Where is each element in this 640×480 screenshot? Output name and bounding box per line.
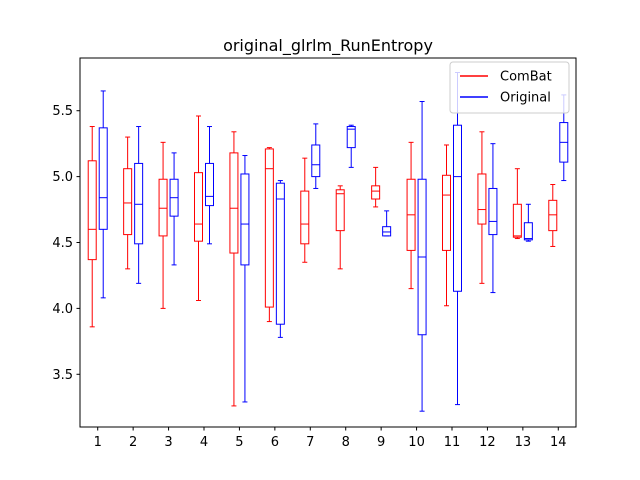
box-original-5	[240, 155, 250, 403]
box-combat-9	[371, 166, 381, 208]
x-tick-label: 10	[408, 435, 425, 450]
box-body	[548, 199, 558, 232]
box-body	[275, 182, 285, 325]
x-tick-label: 14	[550, 435, 567, 450]
box-combat-5	[229, 131, 239, 407]
x-tick-label: 2	[129, 435, 137, 450]
box-body	[477, 173, 487, 225]
box-combat-3	[158, 141, 168, 309]
y-tick-label: 5.5	[52, 104, 73, 119]
x-tick-label: 5	[235, 435, 243, 450]
box-combat-2	[123, 136, 133, 270]
box-body	[442, 174, 451, 251]
y-tick-label: 4.5	[52, 236, 73, 251]
box-combat-10	[406, 141, 416, 290]
box-original-12	[488, 143, 498, 294]
box-body	[194, 172, 203, 242]
box-body	[123, 168, 133, 236]
box-combat-7	[300, 157, 310, 263]
box-body	[205, 162, 214, 207]
box-combat-1	[87, 126, 97, 328]
box-body	[382, 226, 392, 237]
x-tick-label: 4	[200, 435, 208, 450]
box-body	[134, 162, 144, 245]
legend-box	[449, 61, 570, 114]
legend: ComBat Original	[449, 61, 570, 114]
box-original-9	[382, 210, 392, 237]
box-combat-14	[548, 184, 558, 247]
box-combat-13	[512, 168, 522, 240]
box-original-3	[169, 152, 179, 266]
box-body	[229, 152, 239, 254]
box-combat-8	[335, 185, 345, 270]
y-tick-label: 3.5	[52, 368, 73, 383]
chart-axes: 3.54.04.55.05.51 2 3 4 5 6 7 8 9 10 11 12 13 14	[52, 104, 566, 450]
box-original-10	[417, 100, 427, 412]
x-tick-label: 6	[271, 435, 279, 450]
x-tick-label: 3	[164, 435, 172, 450]
box-body	[488, 187, 498, 236]
box-combat-12	[477, 131, 487, 284]
box-body	[453, 124, 462, 292]
legend-label-combat: ComBat	[500, 70, 552, 85]
x-tick-label: 11	[444, 435, 461, 450]
box-body	[300, 190, 310, 245]
box-combat-6	[264, 147, 274, 323]
box-original-8	[346, 124, 356, 168]
box-body	[240, 173, 250, 266]
box-body	[346, 126, 356, 149]
box-original-13	[523, 203, 533, 242]
box-combat-11	[442, 144, 451, 307]
x-tick-label: 9	[377, 435, 385, 450]
box-original-1	[98, 90, 108, 299]
x-tick-label: 7	[306, 435, 314, 450]
chart-title: original_glrlm_RunEntropy	[223, 36, 433, 56]
y-tick-label: 4.0	[52, 302, 73, 317]
chart-marks	[87, 71, 569, 412]
x-tick-label: 12	[479, 435, 496, 450]
x-tick-label: 8	[342, 435, 350, 450]
y-tick-label: 5.0	[52, 170, 73, 185]
box-combat-4	[194, 115, 203, 301]
box-body	[311, 144, 321, 178]
box-original-6	[275, 180, 285, 338]
box-body	[512, 203, 522, 238]
box-original-7	[311, 123, 321, 189]
box-original-4	[205, 126, 214, 245]
box-body	[523, 222, 533, 241]
box-body	[98, 127, 108, 230]
box-body	[158, 178, 168, 237]
box-body	[335, 189, 345, 232]
box-body	[87, 160, 97, 261]
box-body	[371, 185, 381, 200]
x-tick-label: 1	[94, 435, 102, 450]
box-body	[264, 148, 274, 308]
legend-label-original: Original	[500, 91, 551, 106]
box-original-2	[134, 126, 144, 284]
x-tick-label: 13	[515, 435, 532, 450]
